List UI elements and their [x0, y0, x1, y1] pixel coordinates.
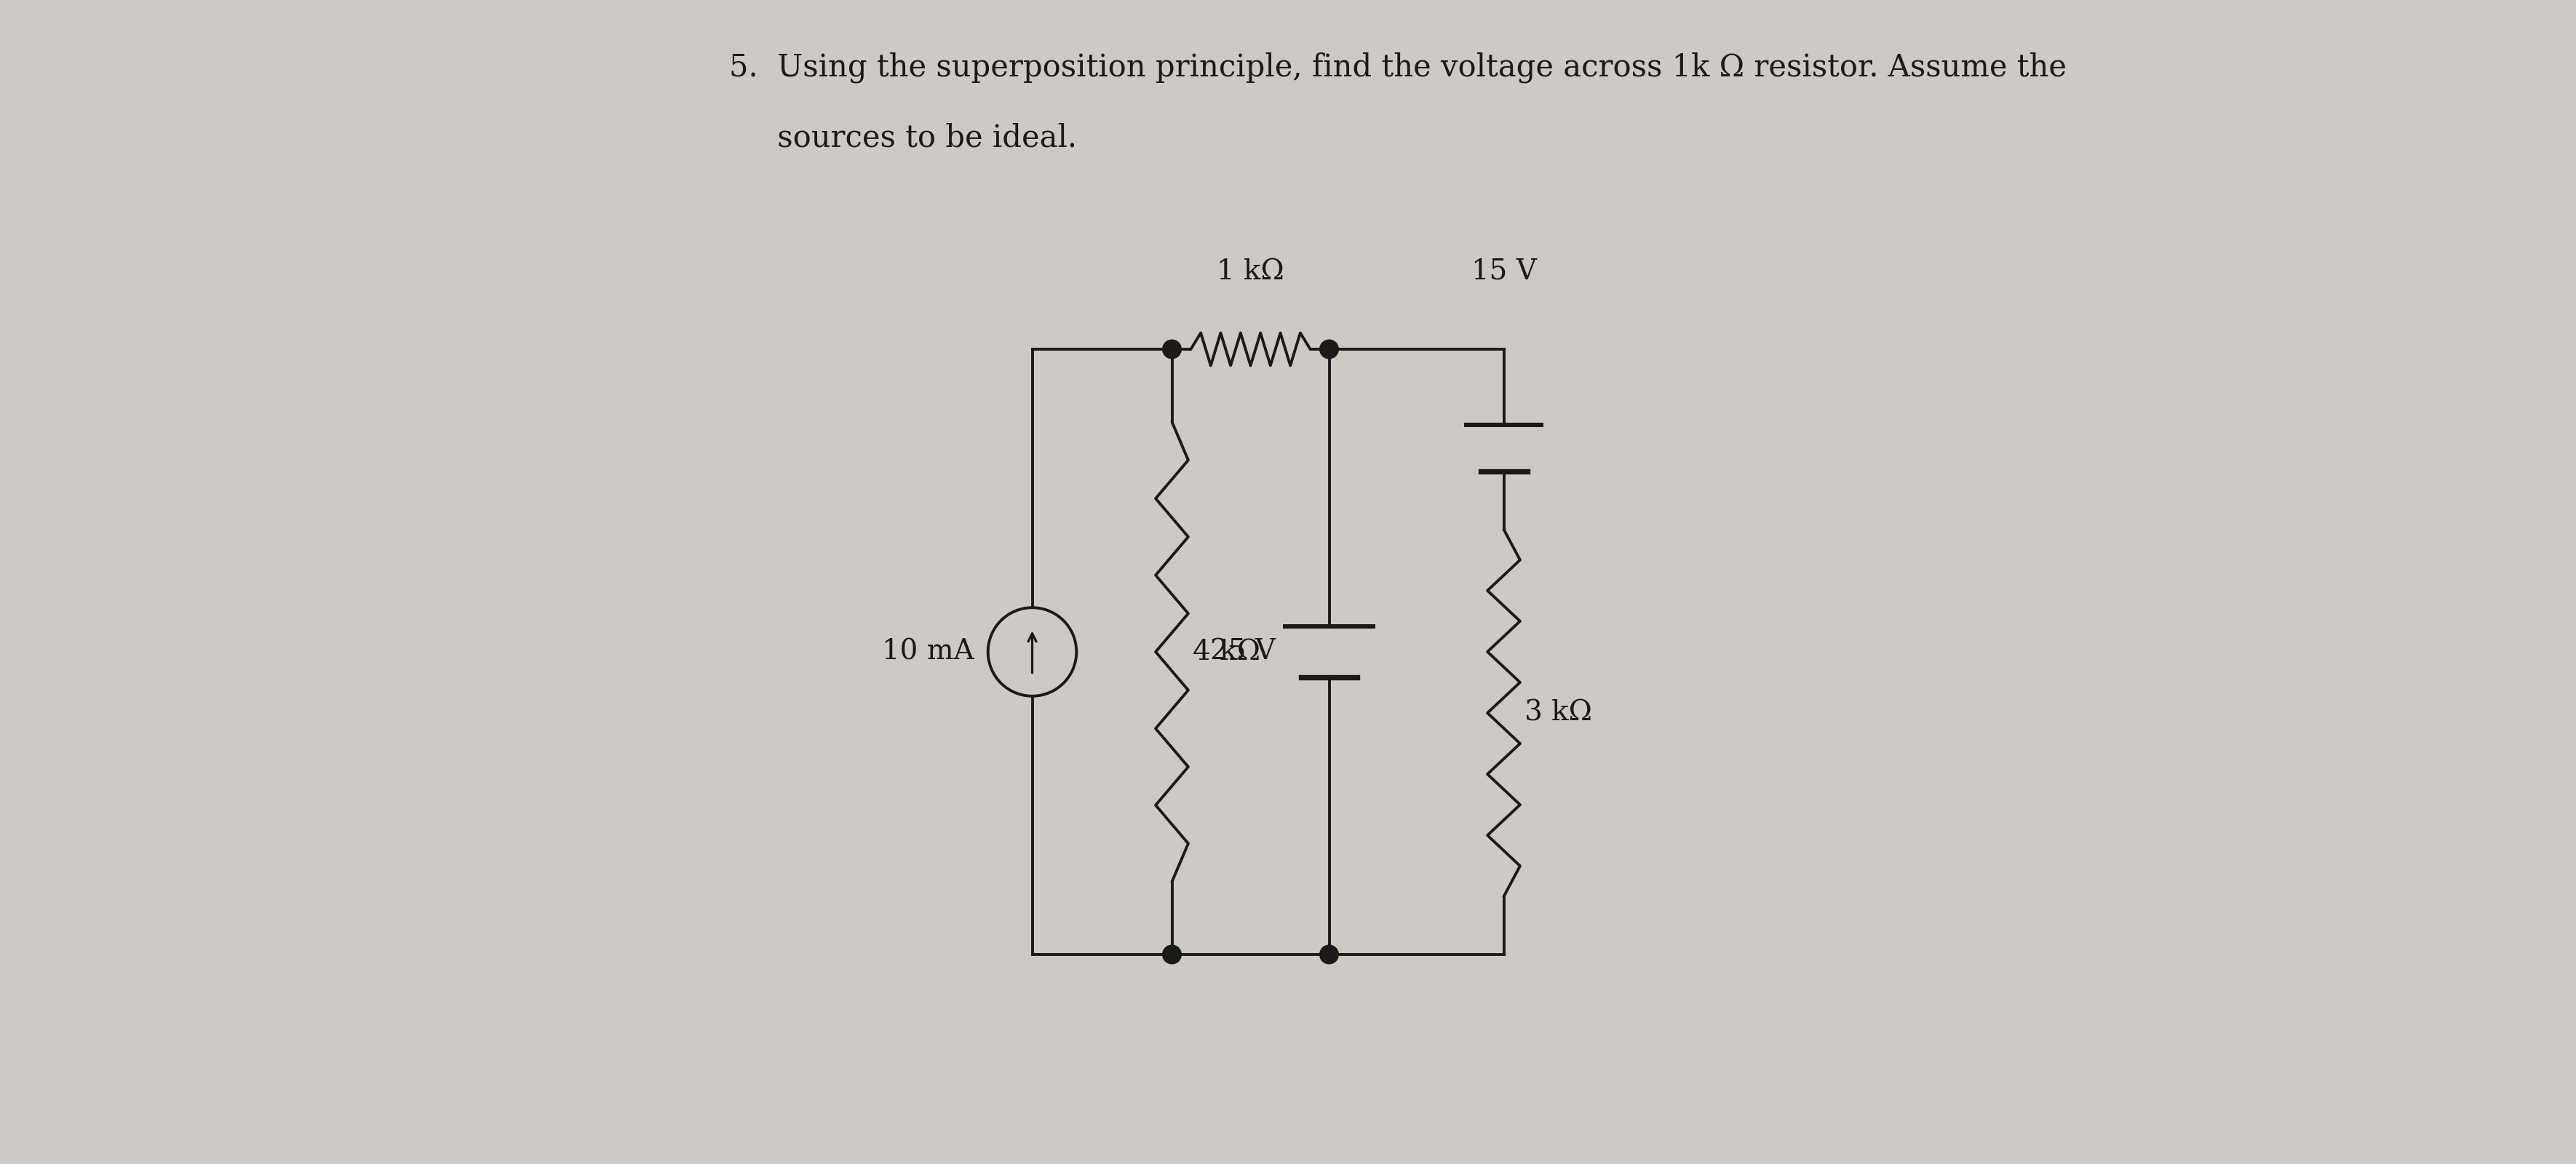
- Circle shape: [1162, 945, 1180, 964]
- Text: sources to be ideal.: sources to be ideal.: [729, 122, 1077, 152]
- Text: 10 mA: 10 mA: [881, 638, 974, 666]
- Text: 15 V: 15 V: [1471, 258, 1535, 285]
- Text: 4 kΩ: 4 kΩ: [1193, 638, 1260, 666]
- Circle shape: [1162, 340, 1180, 359]
- Text: 25 V: 25 V: [1211, 638, 1275, 666]
- Text: 3 kΩ: 3 kΩ: [1525, 700, 1592, 726]
- Text: 1 kΩ: 1 kΩ: [1216, 258, 1283, 285]
- Circle shape: [1319, 945, 1337, 964]
- Circle shape: [1319, 340, 1337, 359]
- Text: 5.  Using the superposition principle, find the voltage across 1k Ω resistor. As: 5. Using the superposition principle, fi…: [729, 52, 2066, 84]
